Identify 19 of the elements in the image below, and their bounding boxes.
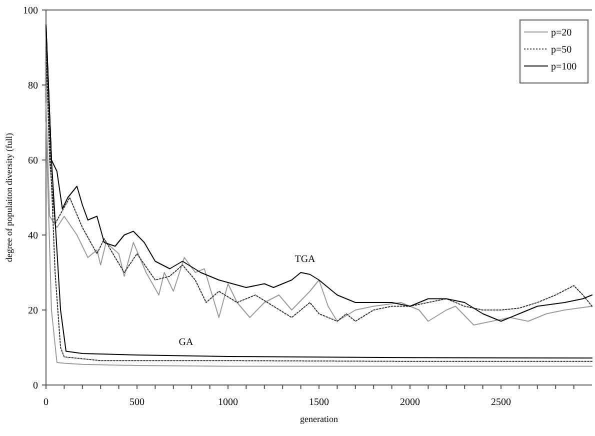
annotation: GA <box>178 337 194 348</box>
y-tick-label: 100 <box>23 6 38 16</box>
y-tick-label: 80 <box>28 80 38 92</box>
legend-label: p=100 <box>551 62 577 72</box>
y-axis-title: degree of populaiton diversity (full) <box>4 133 14 262</box>
x-tick-label: 500 <box>130 397 144 408</box>
x-axis-title: generation <box>300 414 338 424</box>
y-tick-label: 20 <box>28 306 38 316</box>
legend-label: p=50 <box>551 44 572 56</box>
legend-label: p=20 <box>551 28 572 38</box>
x-tick-label: 1500 <box>309 397 329 408</box>
x-tick-label: 2000 <box>400 397 420 408</box>
y-tick-label: 40 <box>28 230 38 242</box>
annotation: TGA <box>294 254 316 265</box>
y-tick-label: 60 <box>28 156 38 166</box>
x-tick-label: 2500 <box>491 397 511 408</box>
y-tick-label: 0 <box>33 380 38 392</box>
x-tick-label: 1000 <box>218 397 238 408</box>
x-tick-label: 0 <box>44 397 48 408</box>
